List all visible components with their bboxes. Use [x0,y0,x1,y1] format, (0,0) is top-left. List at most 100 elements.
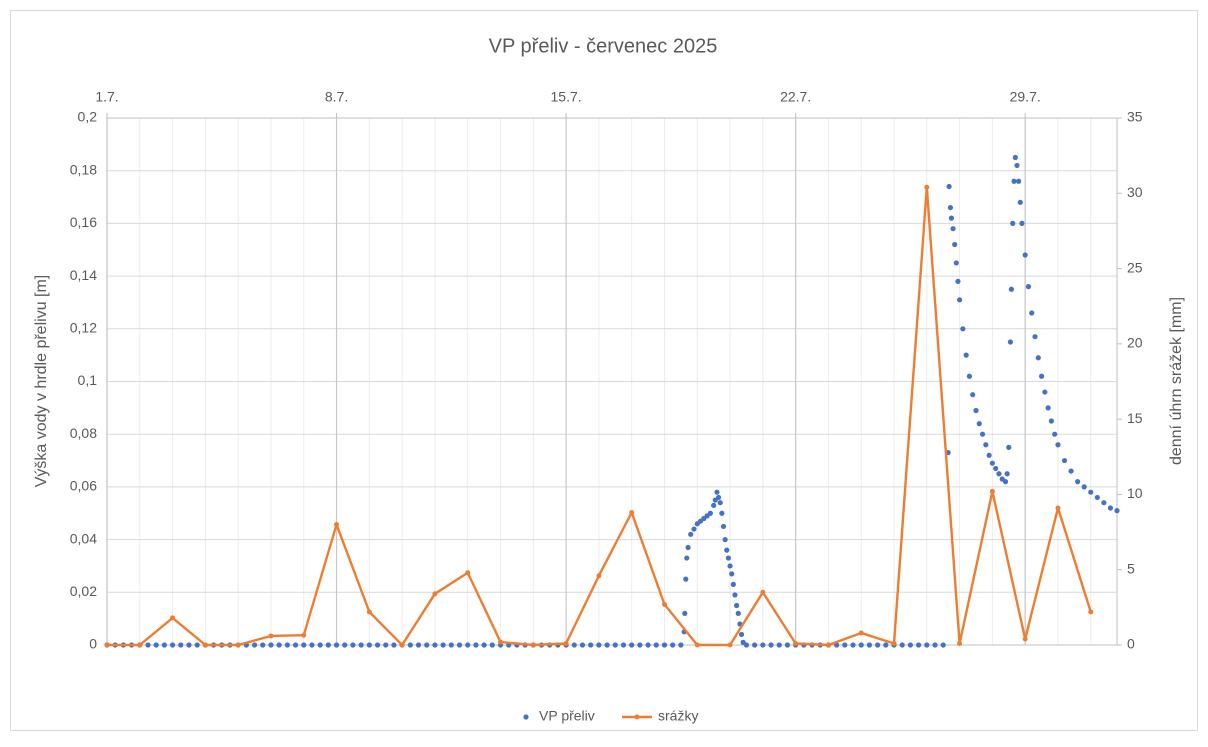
x-tick-label: 1.7. [95,89,118,105]
scatter-point [169,642,176,648]
scatter-point [875,642,881,648]
y2-tick-label: 10 [1127,485,1143,501]
scatter-point [743,642,750,648]
scatter-point [465,642,471,648]
scatter-point [1068,468,1074,474]
scatter-point [1035,355,1041,361]
scatter-point [350,642,356,648]
scatter-point [1107,505,1114,511]
scatter-point [161,642,167,648]
line-marker [825,642,831,648]
scatter-point [899,642,905,648]
x-tick-label: 22.7. [780,89,811,105]
scatter-point [194,642,200,648]
scatter-point [986,452,992,458]
scatter-point [940,642,946,648]
y-tick-label: 0,06 [70,478,97,494]
scatter-point [145,642,151,648]
scatter-point [784,642,791,648]
scatter-point [983,442,989,448]
scatter-point [717,500,723,506]
scatter-point [683,576,689,582]
scatter-point [317,642,323,648]
scatter-point [730,581,736,587]
scatter-point [952,241,958,248]
line-marker [727,642,733,648]
scatter-point [276,642,282,648]
scatter-point [850,642,856,648]
scatter-point [760,642,766,648]
scatter-point [711,502,717,508]
line-marker [465,570,471,576]
scatter-point [391,642,397,648]
scatter-point [1012,154,1018,161]
scatter-point [722,537,728,543]
x-tick-label: 8.7. [325,89,348,105]
scatter-point [715,494,722,501]
legend-marker [634,714,640,720]
y2-tick-label: 35 [1127,109,1143,125]
scatter-point [916,642,922,648]
scatter-point [724,547,730,553]
scatter-point [653,642,659,648]
scatter-point [661,642,668,648]
line-marker [563,640,569,646]
line-marker [530,642,536,648]
scatter-point [682,610,688,616]
scatter-point [956,297,963,303]
y2-tick-label: 0 [1127,636,1135,652]
scatter-point [948,215,954,221]
scatter-point [1048,418,1055,424]
legend-marker [523,714,529,720]
y-axis-title: Výška vody v hrdle přelivu [m] [33,275,50,488]
scatter-point [947,204,954,211]
scatter-point [309,642,315,648]
scatter-point [186,642,192,648]
y-tick-label: 0,02 [70,583,97,599]
scatter-point [424,642,430,648]
y2-tick-label: 30 [1127,184,1143,200]
scatter-point [301,642,307,648]
scatter-point [415,642,422,648]
scatter-point [1052,431,1058,437]
scatter-point [768,642,774,648]
scatter-point [358,642,364,648]
line-marker [694,642,700,648]
scatter-point [707,510,713,516]
legend-label: srážky [658,708,698,724]
line-marker [858,630,864,636]
scatter-point [1004,471,1010,477]
legend-label: VP přeliv [539,708,595,724]
scatter-point [1081,484,1087,490]
scatter-point [1114,508,1120,514]
scatter-point [1045,405,1051,411]
scatter-point [292,642,299,648]
scatter-point [1101,500,1107,506]
line-marker [432,591,438,597]
scatter-point [1038,373,1045,379]
scatter-point [1002,479,1009,485]
y2-axis-title: denní úhrn srážek [mm] [1168,297,1185,465]
line-marker [202,642,208,648]
scatter-point [178,642,184,648]
scatter-point [966,373,973,379]
scatter-point [260,642,266,648]
scatter-point [407,642,413,648]
scatter-point [1019,220,1025,226]
scatter-point [481,642,487,648]
scatter-point [489,642,495,648]
scatter-point [456,642,463,648]
scatter-point [734,602,740,609]
line-marker [104,642,110,648]
scatter-point [1006,444,1012,450]
scatter-point [776,642,782,648]
scatter-point [637,642,643,648]
scatter-point [251,642,258,648]
y-tick-label: 0,12 [70,320,97,336]
scatter-point [866,642,873,648]
scatter-point [342,642,348,648]
scatter-point [678,642,684,648]
y-tick-label: 0,16 [70,214,97,230]
y-tick-label: 0,18 [70,161,97,177]
